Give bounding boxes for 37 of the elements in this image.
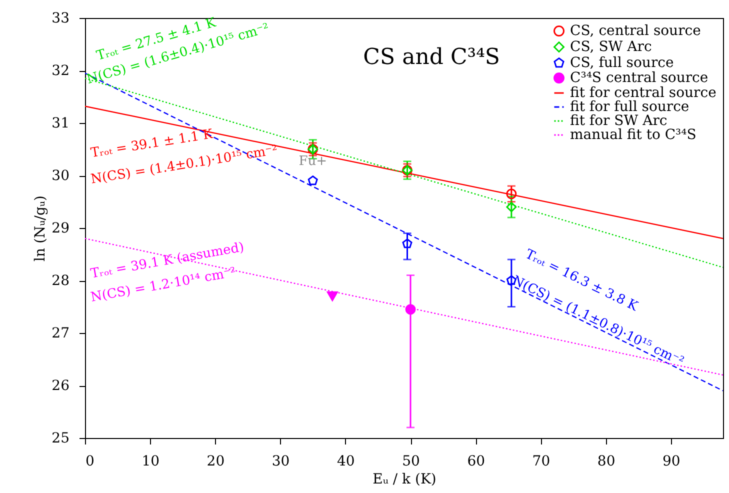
x-tick-label: 70 <box>532 454 550 470</box>
point <box>308 176 318 186</box>
point <box>506 202 517 212</box>
y-tick-label: 32 <box>52 63 70 79</box>
text: CS and C³⁴S <box>363 45 500 70</box>
x-tick-label: 20 <box>206 454 225 470</box>
point <box>402 238 412 248</box>
legend-label: fit for SW Arc <box>570 113 668 129</box>
x-tick-label: 80 <box>597 454 616 470</box>
x-tick-label: 40 <box>336 454 355 470</box>
x-tick-label: 10 <box>142 454 160 470</box>
legend-label: manual fit to C³⁴S <box>570 127 696 143</box>
legend-label: CS, full source <box>570 55 674 71</box>
legend-label: fit for central source <box>570 85 716 101</box>
legend-label: fit for full source <box>570 99 690 115</box>
y-tick-label: 28 <box>52 273 70 289</box>
y-axis-title: ln (Nᵤ/gᵤ) <box>32 196 49 262</box>
y-tick-label: 29 <box>52 220 70 236</box>
x-axis-title: Eᵤ / k (K) <box>372 472 436 488</box>
legend-label: C³⁴S central source <box>570 70 708 86</box>
point <box>326 291 338 302</box>
x-tick-label: 30 <box>272 454 290 470</box>
legend-label: CS, SW Arc <box>570 39 652 55</box>
point <box>506 188 517 200</box>
annotation: Fu+ <box>298 154 328 169</box>
y-tick-label: 27 <box>52 326 70 342</box>
x-tick-label: 50 <box>402 454 420 470</box>
x-tick-label: 0 <box>86 454 94 470</box>
y-tick-label: 31 <box>52 116 70 132</box>
y-tick-label: 33 <box>52 10 70 26</box>
y-tick-label: 25 <box>52 430 70 446</box>
point <box>405 304 416 315</box>
y-tick-label: 30 <box>52 168 70 184</box>
legend-label: CS, central source <box>570 23 701 39</box>
x-tick-label: 90 <box>662 454 680 470</box>
x-tick-label: 60 <box>467 454 486 470</box>
y-tick-label: 26 <box>52 378 70 394</box>
